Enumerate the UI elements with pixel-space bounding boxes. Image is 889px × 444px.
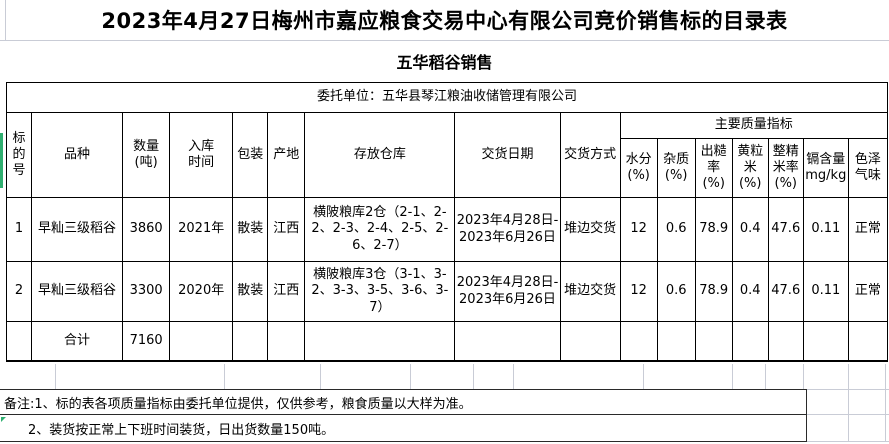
header-quality-group[interactable]: 主要质量指标 xyxy=(619,112,889,139)
gridline xyxy=(885,364,886,441)
cell-empty[interactable] xyxy=(731,321,769,361)
cell-r1-color-odor[interactable]: 正常 xyxy=(847,197,889,262)
gridline xyxy=(320,364,321,389)
cell-r2-variety[interactable]: 早籼三级稻谷 xyxy=(31,261,124,322)
cell-r2-warehouse[interactable]: 横陂粮库3仓（3-1、3-2、3-3、3-5、3-6、3-7） xyxy=(304,261,456,322)
cell-r1-delivery-method[interactable]: 堆边交货 xyxy=(559,197,621,262)
cell-empty[interactable] xyxy=(619,321,658,361)
header-cadmium[interactable]: 镉含量 mg/kg xyxy=(802,138,849,198)
cell-r1-quantity[interactable]: 3860 xyxy=(122,197,171,262)
cell-total-label[interactable]: 合计 xyxy=(31,321,124,361)
notes-area: 备注:1、标的表各项质量指标由委托单位提供，仅供参考，粮食质量以大样为准。 2、… xyxy=(0,362,889,444)
consignor-cell[interactable]: 委托单位：五华县琴江粮油收储管理有限公司 xyxy=(6,82,888,113)
page-subtitle: 五华稻谷销售 xyxy=(396,53,493,72)
header-storage-date[interactable]: 入库 时间 xyxy=(169,112,234,198)
table-row: 2 早籼三级稻谷 3300 2020年 散装 江西 横陂粮库3仓（3-1、3-2… xyxy=(5,261,889,322)
cell-r2-impurity[interactable]: 0.6 xyxy=(656,261,696,322)
cell-r2-yellow-grain[interactable]: 0.4 xyxy=(731,261,769,322)
catalog-table: 委托单位：五华县琴江粮油收储管理有限公司 标 的 号 品种 数量 (吨) 入库 … xyxy=(5,82,889,362)
cell-r2-color-odor[interactable]: 正常 xyxy=(847,261,889,322)
header-moisture[interactable]: 水分 (%) xyxy=(619,138,658,198)
gridline xyxy=(807,414,889,415)
cell-r2-head-rice-rate[interactable]: 47.6 xyxy=(767,261,804,322)
cell-r1-brown-rice-rate[interactable]: 78.9 xyxy=(694,197,733,262)
cell-total-quantity[interactable]: 7160 xyxy=(122,321,171,361)
cell-r1-warehouse[interactable]: 横陂粮库2仓（2-1、2-2、2-3、2-4、2-5、2-6、2-7） xyxy=(304,197,456,262)
cell-r2-storage-date[interactable]: 2020年 xyxy=(169,261,234,322)
cell-r1-impurity[interactable]: 0.6 xyxy=(656,197,696,262)
gridline xyxy=(55,364,56,389)
header-variety[interactable]: 品种 xyxy=(31,112,124,198)
page-title: 2023年4月27日梅州市嘉应粮食交易中心有限公司竞价销售标的目录表 xyxy=(101,9,788,33)
gridline xyxy=(473,364,474,389)
cell-r2-cadmium[interactable]: 0.11 xyxy=(802,261,849,322)
gridline xyxy=(0,40,889,41)
cell-r1-head-rice-rate[interactable]: 47.6 xyxy=(767,197,804,262)
cell-r1-storage-date[interactable]: 2021年 xyxy=(169,197,234,262)
header-brown-rice-rate[interactable]: 出糙 率 (%) xyxy=(694,138,733,198)
cell-empty[interactable] xyxy=(656,321,696,361)
header-delivery-date[interactable]: 交货日期 xyxy=(454,112,561,198)
cell-r2-quantity[interactable]: 3300 xyxy=(122,261,171,322)
cell-r2-origin[interactable]: 江西 xyxy=(267,261,306,322)
cell-empty[interactable] xyxy=(767,321,804,361)
cell-r1-yellow-grain[interactable]: 0.4 xyxy=(731,197,769,262)
header-packing[interactable]: 包装 xyxy=(232,112,269,198)
gridline xyxy=(807,389,889,390)
cell-empty[interactable] xyxy=(847,321,889,361)
header-delivery-method[interactable]: 交货方式 xyxy=(559,112,621,198)
gridline xyxy=(848,364,849,441)
cell-r2-packing[interactable]: 散装 xyxy=(232,261,269,322)
header-head-rice-rate[interactable]: 整精 米率 (%) xyxy=(767,138,804,198)
gridline xyxy=(410,364,411,389)
cell-empty[interactable] xyxy=(559,321,621,361)
header-bid-no[interactable]: 标 的 号 xyxy=(5,112,33,198)
gridline xyxy=(807,441,889,442)
header-quantity[interactable]: 数量 (吨) xyxy=(122,112,171,198)
cell-r2-delivery-method[interactable]: 堆边交货 xyxy=(559,261,621,322)
gridline xyxy=(643,364,644,389)
cell-r2-no[interactable]: 2 xyxy=(5,261,33,322)
cell-r1-delivery-date[interactable]: 2023年4月28日- 2023年6月26日 xyxy=(454,197,561,262)
cell-r1-moisture[interactable]: 12 xyxy=(619,197,658,262)
cell-empty[interactable] xyxy=(169,321,234,361)
cell-empty[interactable] xyxy=(454,321,561,361)
note-1[interactable]: 备注:1、标的表各项质量指标由委托单位提供，仅供参考，粮食质量以大样为准。 xyxy=(0,389,807,415)
cell-r1-cadmium[interactable]: 0.11 xyxy=(802,197,849,262)
header-origin[interactable]: 产地 xyxy=(267,112,306,198)
header-yellow-grain[interactable]: 黄粒 米 (%) xyxy=(731,138,769,198)
cell-r1-variety[interactable]: 早籼三级稻谷 xyxy=(31,197,124,262)
selection-indicator xyxy=(0,133,3,188)
cell-r2-moisture[interactable]: 12 xyxy=(619,261,658,322)
cell-r1-packing[interactable]: 散装 xyxy=(232,197,269,262)
cell-total-empty[interactable] xyxy=(5,321,33,361)
cell-r2-delivery-date[interactable]: 2023年4月28日- 2023年6月26日 xyxy=(454,261,561,322)
gridline xyxy=(5,0,6,40)
cell-empty[interactable] xyxy=(694,321,733,361)
table-row: 1 早籼三级稻谷 3860 2021年 散装 江西 横陂粮库2仓（2-1、2-2… xyxy=(5,197,889,262)
gridline xyxy=(224,364,225,389)
cell-empty[interactable] xyxy=(802,321,849,361)
cell-r1-origin[interactable]: 江西 xyxy=(267,197,306,262)
cell-empty[interactable] xyxy=(232,321,269,361)
gridline xyxy=(513,364,514,389)
cell-empty[interactable] xyxy=(267,321,306,361)
cell-r2-brown-rice-rate[interactable]: 78.9 xyxy=(694,261,733,322)
header-warehouse[interactable]: 存放仓库 xyxy=(304,112,456,198)
cell-r1-no[interactable]: 1 xyxy=(5,197,33,262)
header-color-odor[interactable]: 色泽 气味 xyxy=(847,138,889,198)
total-row: 合计 7160 xyxy=(5,321,889,361)
cell-empty[interactable] xyxy=(304,321,456,361)
header-impurity[interactable]: 杂质 (%) xyxy=(656,138,696,198)
cell-flag-icon xyxy=(1,417,6,422)
note-2[interactable]: 2、装货按正常上下班时间装货，日出货数量150吨。 xyxy=(0,414,807,442)
